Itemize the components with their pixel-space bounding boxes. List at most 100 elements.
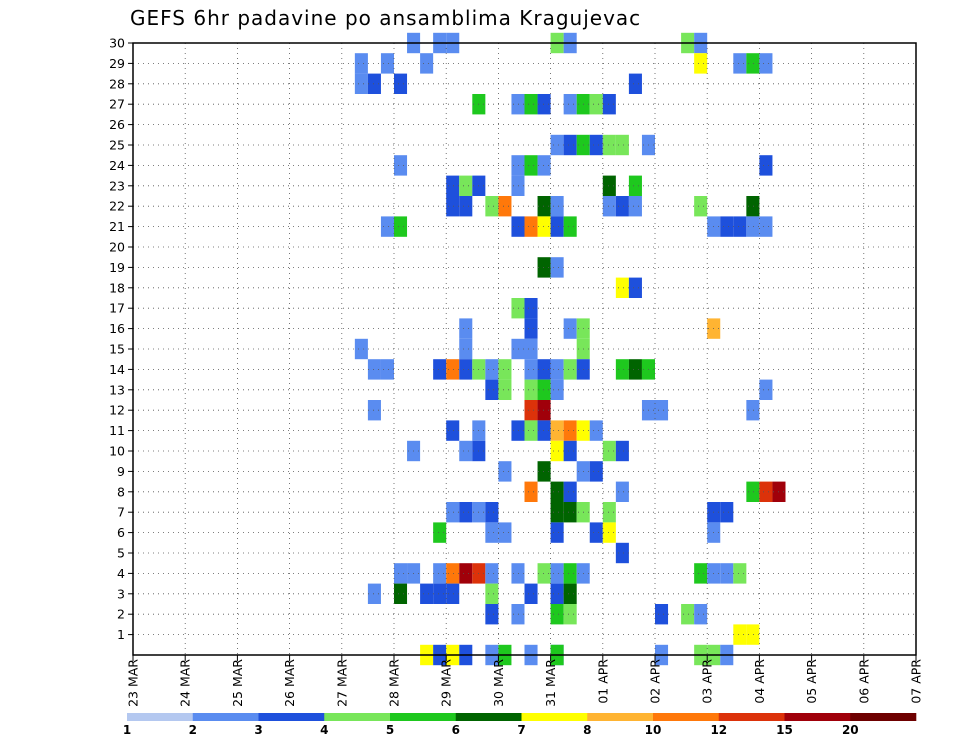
- y-tick-label: 25: [109, 138, 125, 153]
- heatmap-cell: [380, 216, 394, 237]
- legend-label: 1: [123, 723, 131, 737]
- heatmap-cell: [759, 379, 773, 400]
- y-tick-label: 17: [109, 301, 125, 316]
- heatmap-cell: [759, 216, 773, 237]
- heatmap-cell: [550, 563, 564, 584]
- heatmap-cell: [759, 481, 773, 502]
- x-tick-label: 04 APR: [752, 659, 767, 704]
- heatmap-cell: [550, 420, 564, 441]
- heatmap-cell: [628, 359, 642, 380]
- heatmap-cell: [459, 563, 473, 584]
- heatmap-cell: [524, 379, 538, 400]
- heatmap-cell: [550, 216, 564, 237]
- y-tick-label: 30: [109, 36, 125, 51]
- heatmap-cell: [380, 359, 394, 380]
- heatmap-cell: [602, 134, 616, 156]
- heatmap-cell: [420, 583, 434, 604]
- heatmap-cell: [746, 53, 760, 74]
- heatmap-cell: [615, 277, 629, 298]
- heatmap-cell: [459, 359, 473, 380]
- heatmap-cell: [524, 338, 538, 360]
- heatmap-cell: [550, 481, 564, 502]
- heatmap-cell: [589, 420, 603, 441]
- heatmap-cell: [354, 53, 368, 74]
- y-tick-label: 23: [109, 178, 125, 193]
- x-tick-label: 05 APR: [804, 659, 819, 704]
- heatmap-cell: [563, 420, 577, 441]
- heatmap-cell: [446, 583, 460, 604]
- heatmap-cell: [589, 134, 603, 156]
- heatmap-cell: [524, 359, 538, 380]
- heatmap-cell: [524, 298, 538, 319]
- heatmap-cell: [615, 134, 629, 156]
- heatmap-cell: [602, 94, 616, 115]
- heatmap-cell: [563, 134, 577, 156]
- y-tick-label: 18: [109, 280, 125, 295]
- heatmap-cell: [537, 379, 551, 400]
- heatmap-cell: [511, 604, 525, 625]
- heatmap-cell: [589, 461, 603, 482]
- heatmap-cell: [524, 216, 538, 237]
- heatmap-cell: [367, 359, 381, 380]
- legend-label: 6: [452, 723, 460, 737]
- heatmap-cell: [602, 522, 616, 543]
- heatmap-cell: [511, 563, 525, 584]
- y-tick-label: 20: [109, 240, 125, 255]
- heatmap-cell: [446, 502, 460, 523]
- heatmap-cell: [602, 175, 616, 196]
- legend-swatch: [850, 713, 917, 721]
- precipitation-cells: [354, 32, 786, 666]
- heatmap-cell: [615, 196, 629, 217]
- heatmap-cell: [511, 216, 525, 237]
- heatmap-cell: [446, 359, 460, 380]
- legend-label: 10: [645, 723, 662, 737]
- heatmap-cell: [655, 604, 669, 625]
- y-tick-label: 12: [109, 403, 125, 418]
- x-tick-label: 23 MAR: [126, 659, 141, 707]
- grid-lines: [133, 42, 916, 655]
- y-tick-label: 26: [109, 117, 125, 132]
- x-tick-label: 07 APR: [909, 659, 924, 704]
- legend-swatch: [521, 713, 588, 721]
- y-tick-label: 22: [109, 199, 125, 214]
- heatmap-cell: [694, 196, 708, 217]
- chart-title: GEFS 6hr padavine po ansamblima Kragujev…: [130, 6, 642, 30]
- y-tick-label: 19: [109, 260, 125, 275]
- heatmap-cell: [628, 277, 642, 298]
- heatmap-cell: [485, 379, 499, 400]
- heatmap-cell: [550, 379, 564, 400]
- heatmap-cell: [511, 94, 525, 115]
- heatmap-cell: [485, 583, 499, 604]
- y-tick-label: 2: [117, 607, 125, 622]
- heatmap-cell: [524, 481, 538, 502]
- heatmap-cell: [459, 196, 473, 217]
- heatmap-cell: [550, 604, 564, 625]
- heatmap-cell: [746, 216, 760, 237]
- heatmap-cell: [746, 196, 760, 217]
- heatmap-cell: [589, 94, 603, 115]
- legend-swatch: [455, 713, 522, 721]
- heatmap-cell: [524, 400, 538, 421]
- heatmap-cell: [498, 379, 512, 400]
- heatmap-cell: [602, 196, 616, 217]
- heatmap-cell: [563, 440, 577, 462]
- heatmap-cell: [433, 563, 447, 584]
- heatmap-cell: [563, 583, 577, 604]
- heatmap-cell: [694, 563, 708, 584]
- legend-label: 20: [842, 723, 859, 737]
- y-tick-label: 7: [117, 505, 125, 520]
- heatmap-cell: [498, 461, 512, 482]
- legend-swatch: [324, 713, 391, 721]
- x-tick-label: 27 MAR: [334, 659, 349, 707]
- y-tick-label: 10: [109, 444, 125, 459]
- heatmap-cell: [446, 563, 460, 584]
- heatmap-cell: [615, 359, 629, 380]
- heatmap-cell: [511, 175, 525, 196]
- heatmap-cell: [537, 155, 551, 176]
- heatmap-cell: [759, 155, 773, 176]
- heatmap-cell: [537, 400, 551, 421]
- heatmap-cell: [485, 522, 499, 543]
- legend-swatch: [587, 713, 654, 721]
- heatmap-cell: [485, 359, 499, 380]
- y-tick-label: 13: [109, 382, 125, 397]
